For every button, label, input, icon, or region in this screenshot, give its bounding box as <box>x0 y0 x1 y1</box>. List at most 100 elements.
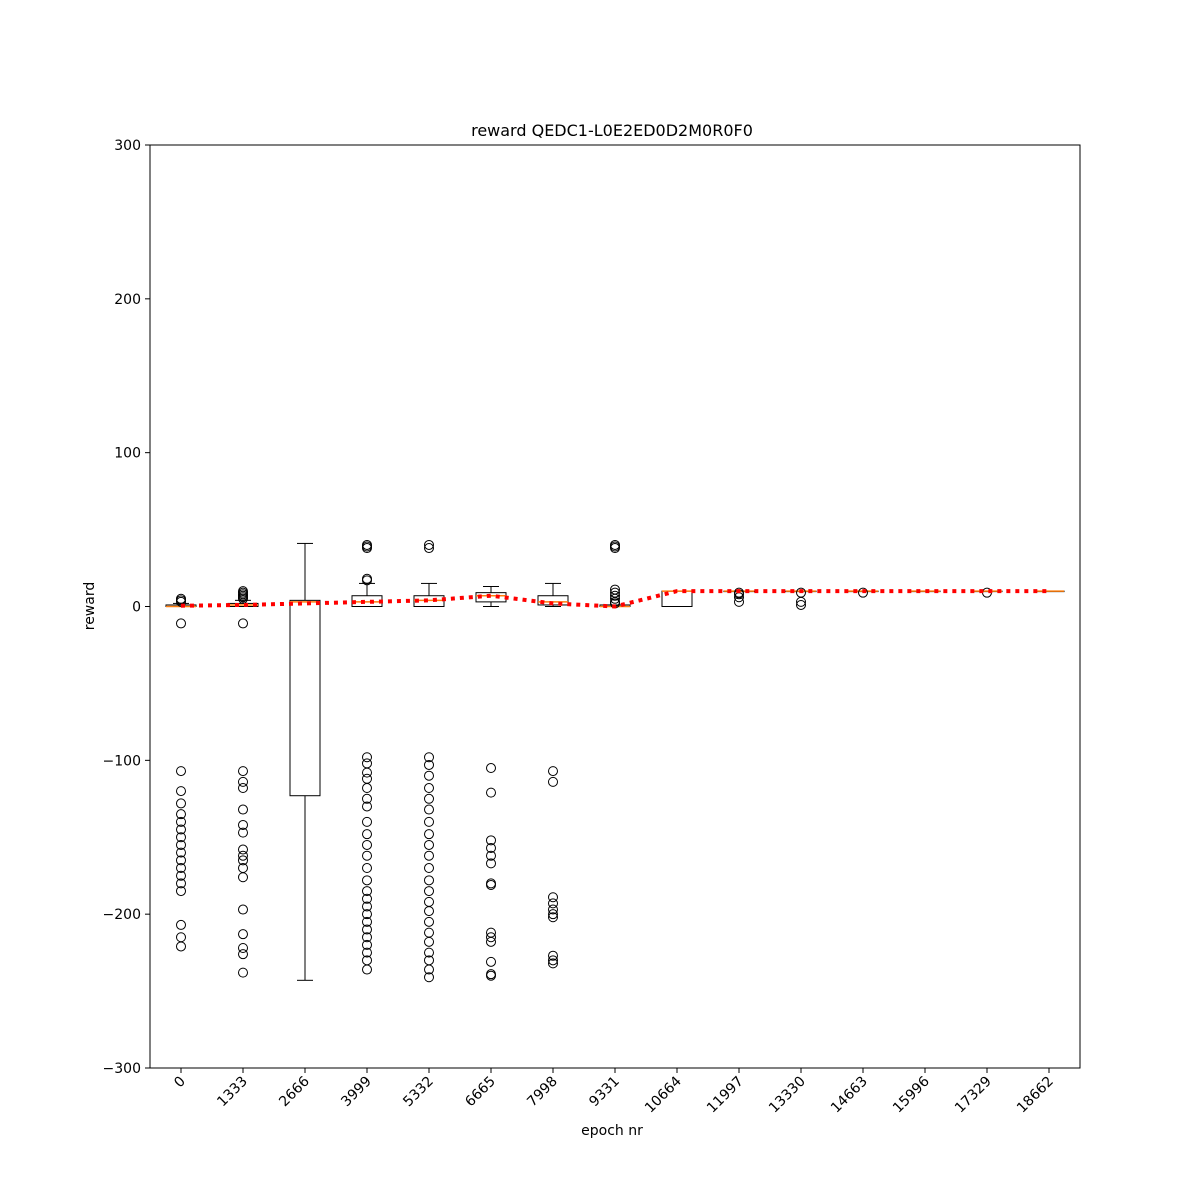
outlier <box>424 783 434 794</box>
outlier <box>548 766 558 777</box>
outlier <box>362 752 372 763</box>
outlier <box>486 932 496 943</box>
outlier <box>610 587 620 598</box>
outlier <box>238 855 248 866</box>
outlier <box>176 941 186 952</box>
outlier <box>424 850 434 861</box>
outlier <box>548 892 558 903</box>
outlier <box>176 870 186 881</box>
outlier <box>176 824 186 835</box>
y-tick-label: 300 <box>114 138 141 154</box>
outlier <box>486 936 496 947</box>
outlier <box>362 839 372 850</box>
box <box>289 599 321 797</box>
outlier <box>486 879 496 890</box>
outlier <box>486 970 496 981</box>
outlier <box>362 539 372 550</box>
outlier <box>734 587 744 598</box>
outlier <box>176 847 186 858</box>
outlier <box>424 543 434 554</box>
outlier <box>176 839 186 850</box>
outlier <box>238 618 248 629</box>
outlier <box>362 947 372 958</box>
outlier <box>176 919 186 930</box>
outlier <box>176 863 186 874</box>
outlier <box>424 936 434 947</box>
outlier <box>548 898 558 909</box>
outlier <box>548 909 558 920</box>
outlier <box>362 964 372 975</box>
outlier <box>610 539 620 550</box>
y-tick-label: 100 <box>114 446 141 462</box>
y-tick-label: −300 <box>103 1061 141 1077</box>
outlier <box>424 539 434 550</box>
outlier <box>238 929 248 940</box>
outlier <box>176 878 186 889</box>
outlier <box>424 829 434 840</box>
outlier <box>238 827 248 838</box>
mean-line <box>180 589 1049 609</box>
outlier <box>362 875 372 886</box>
outlier <box>486 763 496 774</box>
outlier <box>486 850 496 861</box>
outlier <box>424 752 434 763</box>
outlier <box>176 618 186 629</box>
outlier <box>238 967 248 978</box>
outlier <box>362 801 372 812</box>
outlier <box>176 766 186 777</box>
outlier <box>548 904 558 915</box>
outlier <box>362 863 372 874</box>
outlier <box>424 906 434 917</box>
outlier <box>796 587 806 598</box>
outlier <box>424 793 434 804</box>
y-axis-label: reward <box>82 582 98 631</box>
outlier <box>362 924 372 935</box>
outlier <box>238 904 248 915</box>
outlier <box>362 816 372 827</box>
outlier <box>548 955 558 966</box>
y-tick-label: −100 <box>103 753 141 769</box>
plot-frame <box>149 144 1081 1069</box>
outlier <box>362 909 372 920</box>
outlier <box>176 809 186 820</box>
outlier <box>238 586 248 597</box>
outlier <box>362 886 372 897</box>
outlier <box>238 783 248 794</box>
outlier <box>238 766 248 777</box>
outlier <box>362 850 372 861</box>
outlier <box>362 573 372 584</box>
outlier <box>362 893 372 904</box>
outlier <box>486 858 496 869</box>
outlier <box>858 587 868 598</box>
outlier <box>424 916 434 927</box>
outlier <box>238 776 248 787</box>
outlier <box>548 776 558 787</box>
outlier <box>548 950 558 961</box>
outlier <box>796 599 806 610</box>
y-tick-label: 200 <box>114 292 141 308</box>
outlier <box>424 947 434 958</box>
outlier <box>424 886 434 897</box>
outlier <box>362 916 372 927</box>
outlier <box>424 964 434 975</box>
outlier <box>486 835 496 846</box>
outlier <box>238 943 248 954</box>
outlier <box>362 829 372 840</box>
outlier <box>176 786 186 797</box>
outlier <box>486 843 496 854</box>
y-tick-label: −200 <box>103 907 141 923</box>
outlier <box>424 816 434 827</box>
x-axis-label: epoch nr <box>581 1123 643 1139</box>
outlier <box>238 850 248 861</box>
chart-title: reward QEDC1-L0E2ED0D2M0R0F0 <box>471 121 753 140</box>
outlier <box>424 759 434 770</box>
y-tick-label: 0 <box>132 600 141 616</box>
outlier <box>176 816 186 827</box>
outlier <box>424 863 434 874</box>
outlier <box>362 793 372 804</box>
outlier <box>424 804 434 815</box>
outlier <box>362 783 372 794</box>
outlier <box>424 770 434 781</box>
